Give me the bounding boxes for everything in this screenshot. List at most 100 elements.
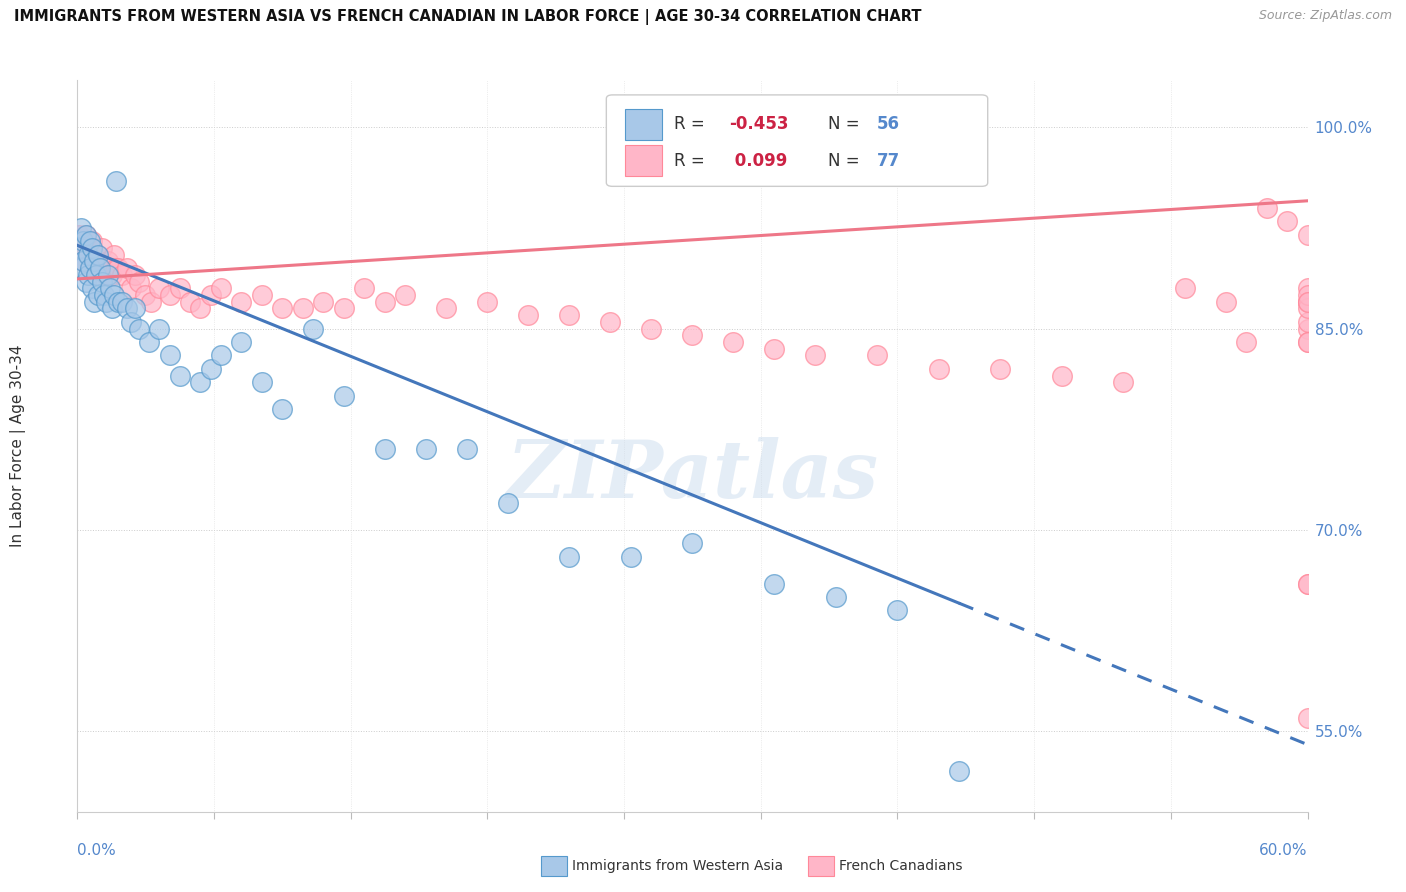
Point (128, 275, 150, 289)
Point (76, 248, 98, 262)
Point (763, 342, 786, 356)
Point (640, 321, 662, 335)
Point (83, 254, 105, 268)
Point (200, 361, 222, 376)
Point (1296, 288, 1319, 302)
Point (72, 254, 94, 268)
Point (825, 590, 848, 604)
Point (72, 254, 94, 268)
Point (97, 254, 120, 268)
Point (291, 301, 314, 316)
Point (188, 376, 212, 390)
Point (169, 368, 191, 383)
Text: N =: N = (828, 152, 865, 169)
Point (456, 442, 478, 457)
Point (79, 261, 101, 276)
Point (333, 301, 356, 316)
Point (80, 235, 103, 249)
Point (1296, 315, 1319, 329)
Point (558, 308, 581, 322)
Text: ZIPatlas: ZIPatlas (506, 436, 879, 514)
Point (1275, 214, 1298, 228)
Point (124, 268, 146, 282)
Point (477, 294, 499, 309)
Point (804, 348, 827, 362)
Point (1234, 334, 1257, 349)
Point (124, 301, 146, 316)
Point (98, 261, 121, 276)
Point (93, 288, 115, 302)
Point (1050, 368, 1073, 383)
Point (148, 321, 170, 335)
Point (1296, 294, 1319, 309)
Point (89, 261, 111, 276)
Point (1296, 711, 1319, 725)
Point (76, 268, 98, 282)
Text: French Canadians: French Canadians (839, 859, 963, 873)
Text: 77: 77 (877, 152, 900, 169)
Text: In Labor Force | Age 30-34: In Labor Force | Age 30-34 (10, 344, 27, 548)
Point (134, 288, 156, 302)
Point (271, 402, 294, 417)
Point (75, 275, 97, 289)
FancyBboxPatch shape (606, 95, 988, 186)
Point (105, 174, 128, 188)
Point (886, 603, 908, 617)
Point (120, 281, 142, 295)
Point (374, 294, 396, 309)
Point (415, 442, 437, 457)
Point (1256, 201, 1278, 215)
Point (200, 288, 222, 302)
Point (312, 294, 335, 309)
Point (90, 275, 114, 289)
Point (67, 227, 90, 242)
Point (231, 334, 253, 349)
Point (1296, 334, 1319, 349)
Bar (624, 109, 662, 139)
Point (250, 288, 273, 302)
Point (101, 301, 124, 316)
Point (723, 334, 745, 349)
Point (87, 248, 110, 262)
Point (103, 288, 125, 302)
Point (138, 334, 160, 349)
Point (84, 268, 107, 282)
Point (141, 294, 163, 309)
Point (70, 241, 93, 255)
Point (1296, 294, 1319, 309)
Point (101, 268, 124, 282)
Point (115, 261, 138, 276)
Text: N =: N = (828, 115, 865, 133)
Point (1112, 376, 1135, 390)
Point (79, 235, 101, 249)
Point (169, 281, 191, 295)
Point (115, 301, 138, 316)
Point (517, 308, 540, 322)
Point (94, 268, 117, 282)
Point (928, 361, 950, 376)
Point (1174, 281, 1197, 295)
Text: IMMIGRANTS FROM WESTERN ASIA VS FRENCH CANADIAN IN LABOR FORCE | AGE 30-34 CORRE: IMMIGRANTS FROM WESTERN ASIA VS FRENCH C… (14, 9, 921, 25)
Point (599, 315, 621, 329)
Point (333, 389, 356, 403)
Text: 56: 56 (877, 115, 900, 133)
Point (75, 227, 97, 242)
Point (148, 281, 170, 295)
Point (682, 536, 704, 550)
Text: Source: ZipAtlas.com: Source: ZipAtlas.com (1258, 9, 1392, 22)
Point (1296, 576, 1319, 591)
Point (1296, 227, 1319, 242)
Point (866, 348, 889, 362)
Text: R =: R = (673, 115, 710, 133)
Point (1296, 281, 1319, 295)
Point (128, 321, 150, 335)
Point (76, 241, 98, 255)
Point (90, 241, 114, 255)
Point (70, 261, 93, 276)
Point (179, 294, 201, 309)
Point (209, 281, 232, 295)
Point (159, 348, 181, 362)
Point (93, 261, 115, 276)
Text: 0.0%: 0.0% (77, 843, 117, 858)
Point (107, 261, 129, 276)
